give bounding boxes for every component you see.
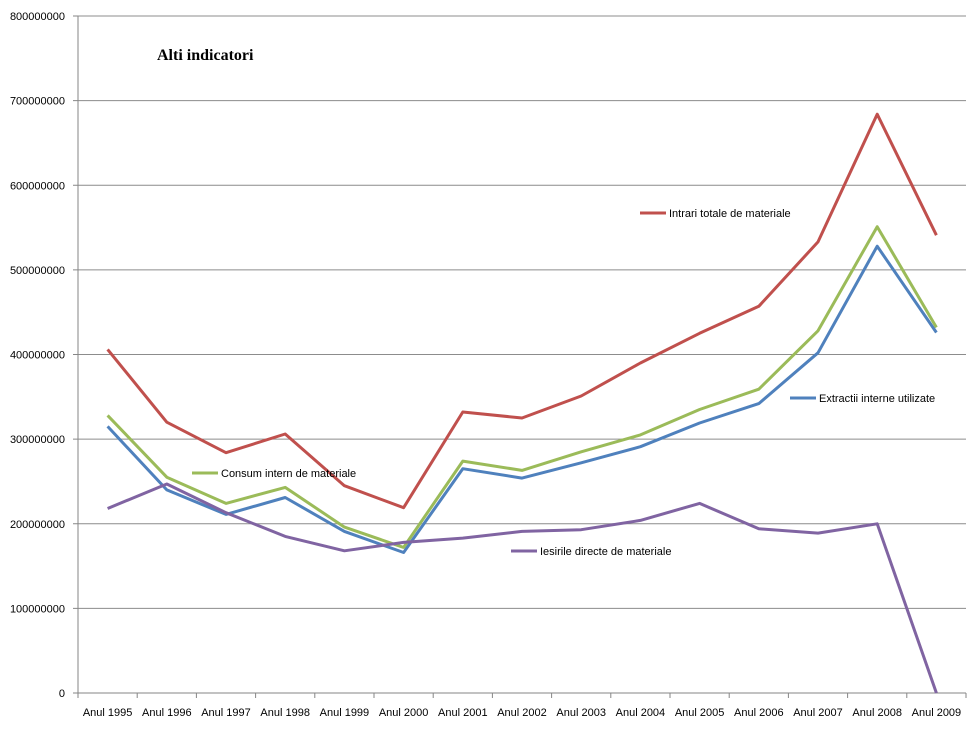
y-tick-label: 600000000 xyxy=(10,180,65,192)
series-line xyxy=(106,225,938,549)
x-tick-label: Anul 2006 xyxy=(734,707,784,719)
legend-label: Iesirile directe de materiale xyxy=(540,546,671,558)
x-tick-label: Anul 1995 xyxy=(83,707,133,719)
legend-label: Intrari totale de materiale xyxy=(669,208,791,220)
x-tick-label: Anul 1996 xyxy=(142,707,192,719)
y-tick-label: 400000000 xyxy=(10,350,65,362)
y-tick-label: 700000000 xyxy=(10,96,65,108)
y-axis-ticks: 0 100000000 200000000 300000000 400000000 500… xyxy=(10,11,65,700)
x-axis: Anul 1995 Anul 1996 Anul 1997 Anul 1998 Anul… xyxy=(77,693,967,719)
y-tick-label: 300000000 xyxy=(10,434,65,446)
x-tick-label: Anul 2009 xyxy=(912,707,962,719)
y-tick-label: 800000000 xyxy=(10,11,65,23)
gridlines xyxy=(73,15,966,694)
x-tick-label: Anul 1999 xyxy=(320,707,370,719)
y-tick-label: 0 xyxy=(59,688,65,700)
x-tick-label: Anul 2008 xyxy=(852,707,902,719)
series-labels: Intrari totale de materiale Consum intern… xyxy=(192,208,935,558)
x-tick-label: Anul 2005 xyxy=(675,707,725,719)
x-tick-label: Anul 2003 xyxy=(556,707,606,719)
y-tick-label: 200000000 xyxy=(10,519,65,531)
series-lines xyxy=(106,112,938,694)
x-tick-label: Anul 2007 xyxy=(793,707,843,719)
series-line xyxy=(107,482,938,694)
y-tick-label: 500000000 xyxy=(10,265,65,277)
legend-label: Consum intern de materiale xyxy=(221,468,356,480)
legend-label: Extractii interne utilizate xyxy=(819,393,935,405)
x-tick-label: Anul 2002 xyxy=(497,707,547,719)
x-tick-label: Anul 1997 xyxy=(201,707,251,719)
x-tick-label: Anul 2004 xyxy=(616,707,666,719)
x-tick-label: Anul 2001 xyxy=(438,707,488,719)
series-line xyxy=(106,244,938,554)
chart-title: Alti indicatori xyxy=(157,47,254,64)
y-tick-label: 100000000 xyxy=(10,603,65,615)
x-tick-label: Anul 2000 xyxy=(379,707,429,719)
series-line xyxy=(106,112,938,510)
x-tick-label: Anul 1998 xyxy=(260,707,310,719)
